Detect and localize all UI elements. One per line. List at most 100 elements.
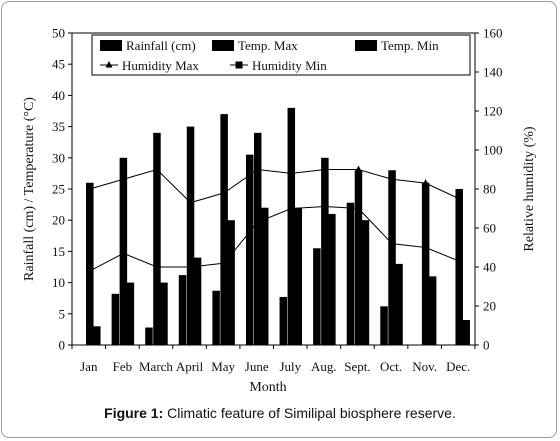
legend-swatch [212, 40, 234, 51]
bar-rainfall-cm [346, 202, 355, 345]
legend-box [91, 34, 471, 76]
x-tick-label: May [211, 359, 235, 374]
bar-temp-min [395, 263, 403, 345]
y-tick-label: 45 [52, 57, 65, 72]
humidity-max-marker [187, 198, 195, 206]
bar-temp-max [421, 182, 430, 345]
humidity-min-marker [254, 218, 262, 226]
legend-label: Temp. Max [238, 38, 298, 53]
line-humidity-max [89, 168, 460, 204]
humidity-max-marker [455, 194, 463, 202]
humidity-min-marker [153, 263, 161, 271]
y-tick-label: 50 [52, 26, 65, 41]
bar-temp-max [287, 107, 296, 345]
bar-temp-min [428, 276, 437, 345]
humidity-max-marker [119, 175, 127, 182]
humidity-min-marker [86, 267, 94, 275]
humidity-max-marker [254, 165, 262, 172]
y2-tick-label: 120 [483, 104, 503, 119]
axis-ticks: 0 5 10 15 20 25 30 35 40 45 50 0 20 40 60 80 100 120 140 16… [52, 26, 503, 375]
y-tick-label: 25 [52, 182, 65, 197]
x-tick-label: Aug. [311, 359, 337, 374]
y2-tick-label: 20 [483, 299, 496, 314]
legend-label: Temp. Min [381, 38, 439, 53]
line-humidity-min [89, 206, 460, 272]
bar-temp-min [328, 213, 336, 345]
y-tick-label: 40 [52, 88, 65, 103]
legend-label: Humidity Max [122, 58, 199, 73]
bar-temp-min [160, 282, 168, 345]
y2-tick-label: 60 [483, 221, 496, 236]
climate-chart: 0 5 10 15 20 25 30 35 40 45 50 0 20 40 60 80 100 120 140 16… [22, 26, 537, 396]
bar-rainfall-cm [145, 327, 153, 345]
legend-swatch [355, 40, 377, 51]
bar-temp-min [294, 207, 303, 345]
bar-temp-max [153, 132, 161, 345]
y-tick-label: 10 [52, 275, 65, 290]
legend: Rainfall (cm) Temp. Max Temp. Min Humidity … [91, 34, 471, 76]
humidity-min-marker [354, 205, 362, 212]
legend-label: Humidity Min [252, 58, 327, 73]
y-tick-label: 30 [52, 150, 65, 165]
x-tick-label: June [245, 359, 269, 374]
humidity-min-marker [321, 203, 329, 211]
humidity-max-marker [287, 169, 295, 176]
bar-temp-max [388, 170, 396, 345]
y-axis-title: Rainfall (cm) / Temperature (°C) [22, 97, 37, 281]
y-tick-label: 20 [52, 213, 65, 228]
humidity-max-marker [153, 165, 161, 172]
bar-temp-max [186, 126, 195, 345]
humidity-min-marker [187, 263, 195, 271]
humidity-min-marker [220, 259, 228, 267]
legend-swatch [100, 40, 122, 51]
humidity-max-marker [220, 188, 228, 196]
humidity-max-marker [388, 175, 396, 182]
bar-temp-min [193, 257, 202, 345]
caption-label: Figure 1: [104, 405, 164, 421]
bar-temp-min [126, 282, 135, 345]
bar-series [86, 107, 470, 346]
x-tick-label: Nov. [412, 359, 437, 374]
humidity-max-marker [422, 179, 430, 186]
legend-marker [105, 61, 113, 68]
y2-tick-label: 140 [483, 65, 503, 80]
y2-tick-label: 0 [483, 338, 490, 353]
y2-axis-title: Relative humidity (%) [522, 126, 537, 252]
bar-rainfall-cm [279, 296, 288, 345]
legend-marker [235, 61, 243, 69]
y2-tick-label: 80 [483, 182, 496, 197]
x-tick-label: Oct. [380, 359, 402, 374]
bar-rainfall-cm [245, 154, 254, 345]
humidity-max-marker [86, 185, 94, 192]
y2-tick-label: 100 [483, 143, 503, 158]
bar-temp-max [86, 182, 94, 345]
bar-rainfall-cm [380, 306, 388, 345]
bar-temp-max [253, 132, 262, 345]
humidity-min-marker [455, 257, 463, 265]
x-tick-label: Jan [80, 359, 98, 374]
x-tick-label: Dec. [446, 359, 470, 374]
bar-temp-max [354, 170, 363, 345]
legend-label: Rainfall (cm) [126, 38, 196, 53]
x-tick-label: April [176, 359, 204, 374]
bar-temp-max [220, 114, 228, 346]
bar-temp-min [361, 220, 370, 345]
x-axis-title: Month [249, 380, 286, 395]
x-tick-label: March [139, 359, 173, 374]
bar-rainfall-cm [111, 293, 120, 345]
x-tick-label: July [279, 359, 301, 374]
bar-rainfall-cm [178, 275, 187, 345]
figure-caption: Figure 1: Climatic feature of Similipal … [0, 405, 560, 421]
bar-rainfall-cm [212, 290, 220, 345]
caption-text: Climatic feature of Similipal biosphere … [167, 405, 456, 421]
humidity-min-marker [388, 240, 396, 248]
humidity-max-marker [321, 165, 329, 172]
humidity-min-marker [287, 205, 295, 212]
bar-rainfall-cm [313, 248, 321, 345]
line-series [86, 165, 463, 275]
x-tick-label: Sept. [344, 359, 370, 374]
bar-temp-min [462, 320, 470, 345]
bar-temp-min [227, 220, 235, 345]
humidity-max-marker [354, 165, 362, 172]
